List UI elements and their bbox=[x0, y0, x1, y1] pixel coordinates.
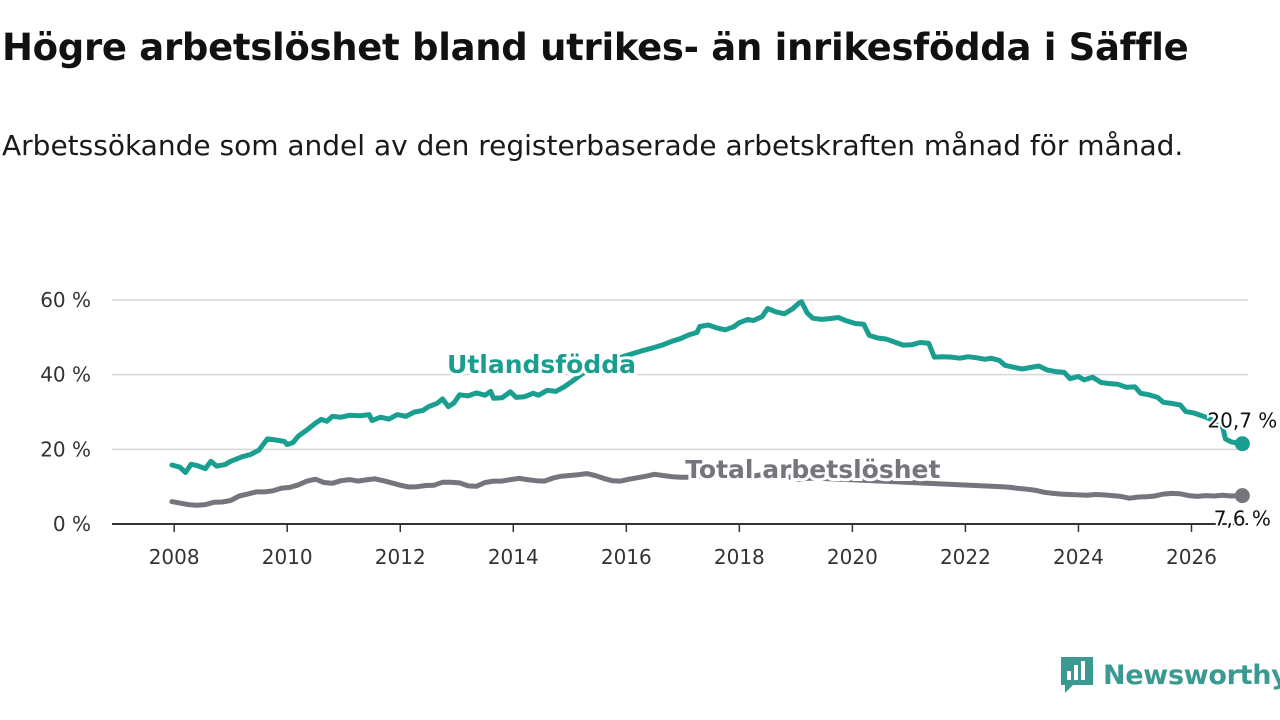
series-labels: 20,7 % Utlandsfödda 7,6 % Total arbetslöshe… bbox=[444, 347, 1279, 533]
gridlines bbox=[112, 299, 1248, 525]
x-tick-label: 2024 bbox=[1053, 545, 1104, 569]
newsworthy-logo-icon bbox=[1061, 657, 1093, 693]
x-tick-label: 2016 bbox=[601, 545, 652, 569]
series-end-label: 20,7 % bbox=[1207, 409, 1277, 433]
series-end-marker bbox=[1234, 488, 1250, 504]
x-tick-label: 2008 bbox=[149, 545, 200, 569]
series-end-marker bbox=[1234, 436, 1250, 452]
series-lines bbox=[169, 299, 1250, 508]
x-axis-ticks: 2008 2010 2012 2014 2016 2018 2020 2022 2024 2026 bbox=[149, 524, 1217, 569]
newsworthy-logo: Newsworthy bbox=[1059, 655, 1280, 695]
chart-subtitle: Arbetssökande som andel av den registerb… bbox=[2, 129, 1184, 162]
y-tick-label: 0 % bbox=[53, 512, 91, 536]
x-tick-label: 2022 bbox=[940, 545, 991, 569]
y-tick-label: 60 % bbox=[40, 288, 91, 312]
x-tick-label: 2020 bbox=[827, 545, 878, 569]
y-tick-label: 40 % bbox=[40, 363, 91, 387]
y-tick-label: 20 % bbox=[40, 437, 91, 461]
x-tick-label: 2018 bbox=[714, 545, 765, 569]
x-tick-label: 2012 bbox=[375, 545, 426, 569]
series-end-label: 7,6 % bbox=[1214, 507, 1271, 531]
y-axis-ticks: 0 % 20 % 40 % 60 % bbox=[40, 288, 91, 536]
series-label: Total arbetslöshet bbox=[685, 455, 940, 484]
series-line-utlandsfodda bbox=[169, 299, 1245, 475]
chart-title: Högre arbetslöshet bland utrikes- än inr… bbox=[2, 26, 1189, 69]
series-line-total bbox=[169, 469, 1245, 508]
x-tick-label: 2014 bbox=[488, 545, 539, 569]
x-tick-label: 2026 bbox=[1166, 545, 1217, 569]
x-tick-label: 2010 bbox=[262, 545, 313, 569]
newsworthy-logo-text: Newsworthy bbox=[1103, 659, 1280, 691]
series-label: Utlandsfödda bbox=[447, 350, 636, 379]
